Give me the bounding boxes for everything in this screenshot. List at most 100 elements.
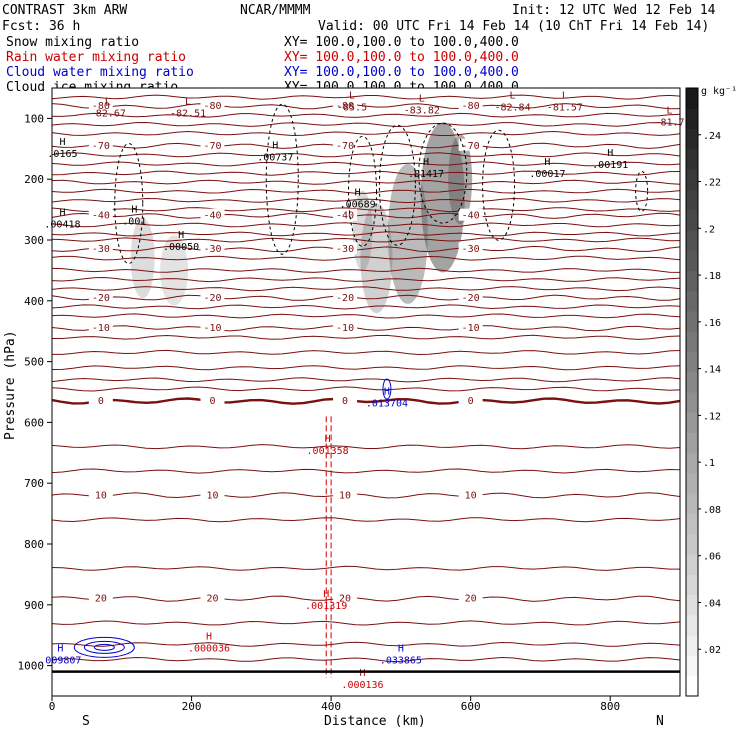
isotherm-line [51, 231, 681, 237]
isotherm-line [51, 170, 681, 176]
y-tick-label: 900 [24, 599, 44, 612]
isotherm-label-bg [458, 290, 483, 303]
isotherm-label-bg [200, 99, 225, 112]
isotherm-line [51, 142, 681, 149]
isotherm-line [51, 267, 681, 273]
legend-label: Rain water mixing ratio [6, 50, 186, 65]
colorbar-band [686, 574, 698, 596]
extremum-letter: H [384, 386, 390, 397]
isotherm-label-bg [200, 138, 225, 151]
colorbar-band [686, 148, 698, 170]
isotherm-label-bg [88, 591, 113, 604]
x-tick-label: 0 [49, 700, 56, 713]
colorbar-band [686, 108, 698, 130]
isotherm-label-bg [458, 208, 483, 221]
isotherm-label: -40 [92, 211, 110, 222]
extremum-value: -82.51 [170, 108, 206, 119]
isotherm-line [51, 103, 681, 110]
isotherm-line [51, 313, 681, 319]
isotherm-label-bg [333, 394, 358, 407]
colorbar-band [686, 250, 698, 271]
extremum-value: .00050 [163, 242, 199, 253]
extremum-value: .00191 [592, 160, 628, 171]
isotherm-label: -80 [336, 101, 354, 112]
colorbar-tick-label: .18 [703, 271, 721, 282]
colorbar-band [686, 209, 698, 231]
isotherm-label-bg [88, 208, 113, 221]
isotherm-label-bg [88, 488, 113, 501]
isotherm-label-bg [200, 208, 225, 221]
colorbar-tick-label: .04 [703, 598, 721, 609]
extremum-value: -81.57 [547, 102, 583, 113]
isotherm-label: 20 [339, 594, 351, 605]
extremum-value: .033865 [380, 656, 422, 667]
extremum-letter: H [398, 644, 404, 655]
extremum-letter: L [419, 93, 425, 104]
extremum-letter: H [325, 434, 331, 445]
colorbar-tick-label: .14 [703, 365, 721, 376]
isotherm-line [51, 304, 681, 310]
isotherm-label-bg [333, 138, 358, 151]
colorbar-tick-label: .24 [703, 131, 721, 142]
plot-background [52, 88, 680, 696]
legend-label: Cloud water mixing ratio [6, 65, 194, 80]
isotherm-line [51, 286, 681, 292]
colorbar-band [686, 675, 698, 697]
isotherm-label-bg [88, 394, 113, 407]
isotherm-label-bg [88, 138, 113, 151]
isotherm-label: -30 [92, 244, 110, 255]
colorbar-band [686, 513, 698, 535]
isotherm-line [51, 565, 680, 571]
isotherm-label: -70 [462, 141, 480, 152]
colorbar-band [686, 270, 698, 292]
colorbar-frame [685, 87, 699, 697]
isotherm-label-bg [458, 242, 483, 255]
y-tick-label: 500 [24, 356, 44, 369]
isotherm-label-bg [88, 321, 113, 334]
isotherm-label: -80 [203, 101, 221, 112]
colorbar-band [686, 452, 698, 474]
x-end-label-left: S [82, 714, 90, 729]
isotherm-line [51, 468, 681, 474]
isotherm-label: -40 [336, 211, 354, 222]
x-tick-label: 200 [182, 700, 202, 713]
isotherm-line [51, 130, 681, 137]
isotherm-label: -30 [462, 244, 480, 255]
colorbar-band [686, 189, 698, 211]
extremum-value: -83.82 [404, 105, 440, 116]
plot-frame [51, 87, 681, 697]
y-tick-label: 100 [24, 112, 44, 125]
colorbar-band [686, 392, 698, 413]
colorbar-band [686, 331, 698, 352]
isotherm-label: -10 [92, 323, 110, 334]
snow-contours [114, 103, 649, 265]
extremum-value: .0165 [47, 149, 77, 160]
x-tick-label: 600 [461, 700, 481, 713]
isotherm-line [51, 377, 681, 383]
isotherm-label: 20 [206, 594, 218, 605]
isotherm-line [51, 222, 681, 228]
extremum-letter: H [59, 208, 65, 219]
extremum-value: .01417 [408, 169, 444, 180]
colorbar-band [686, 635, 698, 656]
isotherm-line [51, 207, 681, 213]
extremum-value: -82.84 [494, 102, 530, 113]
extremum-letter: H [423, 157, 429, 168]
extremum-value: .000036 [188, 643, 230, 654]
isotherm-line [51, 188, 681, 194]
isotherm-line [51, 595, 681, 602]
extremum-letter: H [57, 644, 63, 655]
y-tick-label: 700 [24, 477, 44, 490]
extremum-value: .00689 [340, 200, 376, 211]
colorbar-band [686, 473, 698, 494]
isotherm-label: 0 [468, 396, 474, 407]
cloud-water-contour [382, 378, 392, 400]
isotherm-label: -10 [336, 323, 354, 334]
isotherm-line [52, 349, 681, 356]
snow-contour [348, 135, 378, 247]
isotherm-label: -80 [462, 101, 480, 112]
cloud-water-contour [83, 640, 125, 654]
extremum-letter: H [323, 589, 329, 600]
extremum-value: .00418 [44, 220, 80, 231]
temperature-isotherms: -80 -80 -80 -80 -70 -70 -70 -70 -40 -40 -40 -40 -30 -… [51, 94, 681, 663]
